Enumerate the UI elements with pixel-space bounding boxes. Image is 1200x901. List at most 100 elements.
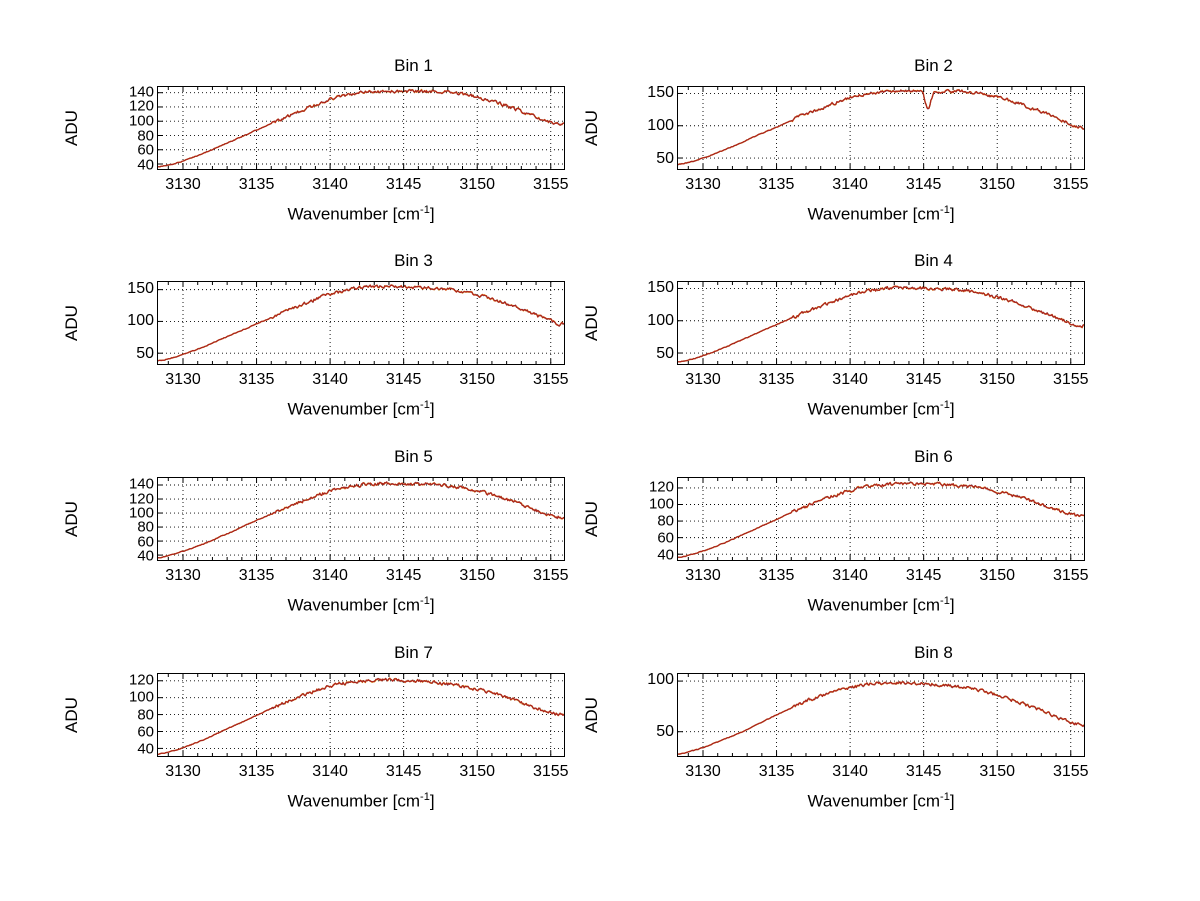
x-tick-label: 3140 bbox=[832, 176, 868, 193]
x-axis-label-bracket: ] bbox=[429, 791, 435, 811]
x-axis-label-exponent: -1 bbox=[940, 791, 950, 803]
x-axis-label-text: Wavenumber [cm bbox=[287, 791, 421, 811]
y-tick-label: 100 bbox=[128, 688, 154, 706]
x-tick-label: 3130 bbox=[165, 371, 201, 388]
x-axis-label: Wavenumber [cm-1] bbox=[157, 791, 565, 812]
x-tick-label: 3150 bbox=[459, 176, 495, 193]
x-tick-label: 3150 bbox=[979, 371, 1015, 388]
y-tick-label: 80 bbox=[657, 512, 674, 530]
subplot-title: Bin 1 bbox=[394, 56, 433, 75]
y-tick-label: 150 bbox=[647, 278, 674, 296]
x-tick-labels: 3130 3135 3140 3145 3150 3155 bbox=[157, 763, 568, 783]
x-tick-label: 3150 bbox=[459, 763, 495, 780]
plot-area bbox=[677, 673, 1085, 757]
subplot-title: Bin 2 bbox=[914, 56, 953, 75]
x-tick-label: 3150 bbox=[979, 567, 1015, 584]
x-tick-label: 3150 bbox=[979, 176, 1015, 193]
x-tick-label: 3145 bbox=[385, 371, 422, 388]
x-tick-label: 3155 bbox=[532, 176, 569, 193]
x-axis-label-text: Wavenumber [cm bbox=[287, 204, 421, 224]
subplot-title: Bin 6 bbox=[914, 447, 953, 466]
x-tick-label: 3145 bbox=[385, 567, 422, 584]
y-tick-label: 60 bbox=[657, 529, 674, 547]
x-axis-label-exponent: -1 bbox=[420, 595, 430, 607]
subplot-bin-2: Bin 2 ADU 50 100 150 3130 3135 3140 3145 3150 3155… bbox=[572, 56, 1095, 270]
plot-area bbox=[677, 477, 1085, 561]
x-tick-labels: 3130 3135 3140 3145 3150 3155 bbox=[677, 371, 1088, 391]
x-tick-label: 3145 bbox=[905, 567, 942, 584]
y-tick-labels: 40 60 80 100 120 140 bbox=[92, 83, 154, 173]
subplot-bin-5: Bin 5 ADU 40 60 80 100 120 140 3130 3135 3140 3145 3… bbox=[52, 447, 575, 661]
x-tick-labels: 3130 3135 3140 3145 3150 3155 bbox=[157, 176, 568, 196]
x-axis-label-exponent: -1 bbox=[420, 204, 430, 216]
plot-area bbox=[157, 477, 565, 561]
y-tick-labels: 50 100 150 bbox=[92, 279, 154, 365]
x-axis-label-text: Wavenumber [cm bbox=[807, 204, 941, 224]
y-tick-label: 50 bbox=[656, 149, 674, 167]
x-tick-label: 3140 bbox=[312, 567, 348, 584]
x-tick-labels: 3130 3135 3140 3145 3150 3155 bbox=[677, 763, 1088, 783]
x-tick-label: 3130 bbox=[685, 176, 721, 193]
x-axis-label: Wavenumber [cm-1] bbox=[677, 204, 1085, 225]
y-tick-label: 120 bbox=[648, 478, 674, 496]
y-axis-label: ADU bbox=[62, 501, 81, 537]
y-tick-label: 150 bbox=[127, 279, 154, 297]
y-tick-label: 140 bbox=[128, 475, 154, 493]
x-tick-label: 3130 bbox=[165, 176, 201, 193]
x-tick-label: 3135 bbox=[758, 567, 795, 584]
x-tick-label: 3150 bbox=[459, 567, 495, 584]
y-tick-label: 50 bbox=[656, 344, 674, 362]
x-axis-label-bracket: ] bbox=[949, 595, 955, 615]
x-axis-label-exponent: -1 bbox=[940, 595, 950, 607]
x-axis-label-text: Wavenumber [cm bbox=[287, 595, 421, 615]
plot-area bbox=[677, 86, 1085, 170]
subplot-title: Bin 8 bbox=[914, 643, 953, 662]
x-axis-label-text: Wavenumber [cm bbox=[287, 399, 421, 419]
y-axis-label: ADU bbox=[582, 697, 601, 733]
x-tick-label: 3135 bbox=[238, 371, 275, 388]
x-tick-label: 3145 bbox=[905, 371, 942, 388]
x-axis-label: Wavenumber [cm-1] bbox=[677, 399, 1085, 420]
x-axis-label: Wavenumber [cm-1] bbox=[157, 595, 565, 616]
y-tick-labels: 50 100 150 bbox=[612, 83, 674, 170]
y-tick-labels: 40 60 80 100 120 140 bbox=[92, 475, 154, 565]
x-axis-label-bracket: ] bbox=[949, 204, 955, 224]
x-tick-label: 3145 bbox=[385, 176, 422, 193]
x-axis-label-bracket: ] bbox=[429, 595, 435, 615]
y-tick-label: 120 bbox=[128, 490, 154, 508]
x-tick-label: 3145 bbox=[905, 763, 942, 780]
subplot-bin-3: Bin 3 ADU 50 100 150 3130 3135 3140 3145 3150 3155… bbox=[52, 251, 575, 465]
x-tick-label: 3150 bbox=[979, 763, 1015, 780]
x-tick-label: 3145 bbox=[905, 176, 942, 193]
y-tick-label: 100 bbox=[128, 504, 154, 522]
x-axis-label-bracket: ] bbox=[429, 204, 435, 224]
subplot-bin-7: Bin 7 ADU 40 60 80 100 120 3130 3135 3140 3145 3150… bbox=[52, 643, 575, 857]
y-tick-label: 80 bbox=[137, 127, 154, 145]
x-tick-label: 3155 bbox=[1052, 567, 1089, 584]
y-tick-label: 50 bbox=[656, 723, 674, 741]
x-axis-label: Wavenumber [cm-1] bbox=[677, 595, 1085, 616]
subplot-title: Bin 4 bbox=[914, 251, 953, 270]
x-tick-labels: 3130 3135 3140 3145 3150 3155 bbox=[157, 371, 568, 391]
y-axis-label: ADU bbox=[582, 110, 601, 146]
y-tick-label: 50 bbox=[136, 344, 154, 362]
subplot-bin-6: Bin 6 ADU 40 60 80 100 120 3130 3135 3140 3145 3150… bbox=[572, 447, 1095, 661]
y-axis-label: ADU bbox=[62, 697, 81, 733]
y-tick-label: 150 bbox=[647, 83, 674, 101]
x-axis-label-exponent: -1 bbox=[940, 399, 950, 411]
y-tick-labels: 50 100 bbox=[612, 671, 674, 757]
x-tick-label: 3135 bbox=[758, 371, 795, 388]
subplot-title: Bin 5 bbox=[394, 447, 433, 466]
x-tick-label: 3135 bbox=[758, 176, 795, 193]
y-tick-labels: 40 60 80 100 120 bbox=[92, 671, 154, 757]
x-tick-label: 3130 bbox=[685, 371, 721, 388]
x-tick-label: 3135 bbox=[758, 763, 795, 780]
y-tick-label: 100 bbox=[128, 112, 154, 130]
y-tick-label: 60 bbox=[137, 723, 154, 741]
y-tick-label: 80 bbox=[137, 518, 154, 536]
y-tick-label: 60 bbox=[137, 141, 154, 159]
x-tick-labels: 3130 3135 3140 3145 3150 3155 bbox=[157, 567, 568, 587]
x-tick-label: 3135 bbox=[238, 176, 275, 193]
y-tick-label: 100 bbox=[647, 311, 674, 329]
y-axis-label: ADU bbox=[582, 501, 601, 537]
